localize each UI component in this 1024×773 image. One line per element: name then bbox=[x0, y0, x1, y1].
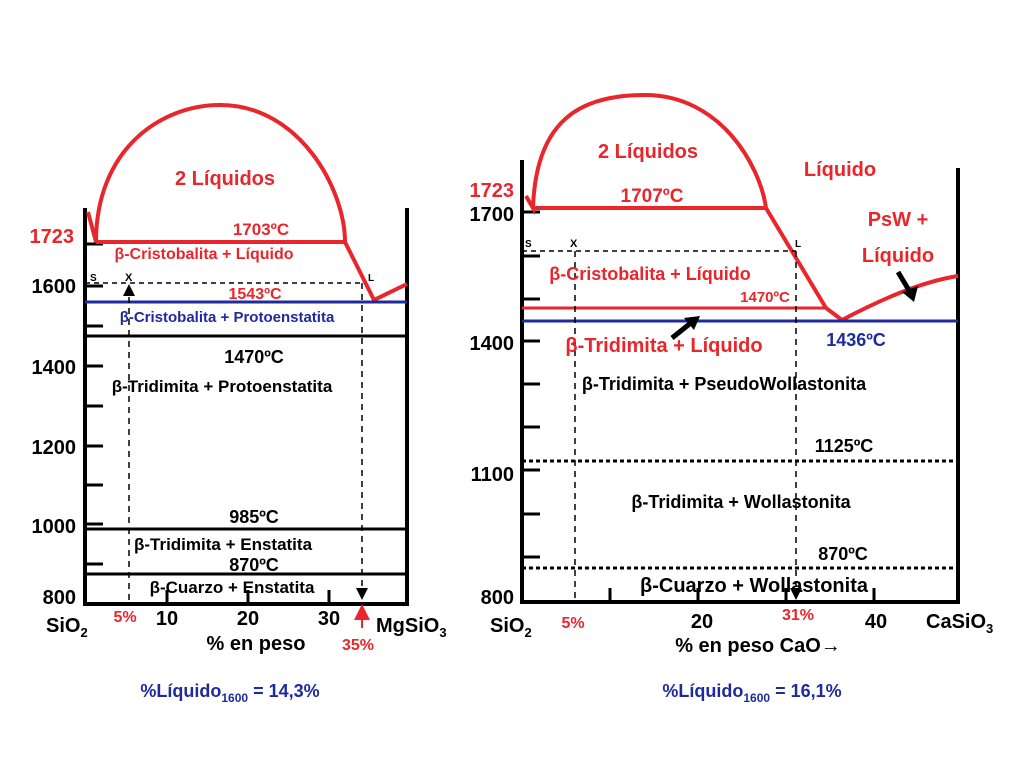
right-temp-1125: 1125ºC bbox=[815, 436, 874, 456]
left-tie-x: X bbox=[125, 272, 133, 284]
left-temp-870: 870ºC bbox=[229, 555, 279, 575]
left-xtick-20: 20 bbox=[237, 608, 259, 630]
right-arrowhead-1470 bbox=[684, 316, 700, 330]
left-liquid-dome bbox=[86, 102, 408, 303]
right-xlabel: % en peso CaO→ bbox=[675, 635, 841, 657]
right-xtick-40: 40 bbox=[865, 611, 887, 633]
right-diagram: 1723 1700 1400 1100 800 20 40 SiO2 CaSiO… bbox=[470, 92, 993, 705]
left-region-cristo-proto: β-Cristobalita + Protoenstatita bbox=[120, 309, 335, 326]
right-xtick-20: 20 bbox=[691, 611, 713, 633]
right-temp-870: 870ºC bbox=[818, 544, 868, 564]
left-end-sio2: SiO2 bbox=[46, 615, 88, 640]
right-ytick-1700: 1700 bbox=[470, 204, 515, 226]
right-end-casio3: CaSiO3 bbox=[926, 611, 993, 636]
right-x-tick-marks bbox=[608, 588, 876, 602]
right-ytick-800: 800 bbox=[481, 587, 514, 609]
right-psw-2: Líquido bbox=[862, 245, 934, 267]
left-tie-l: L bbox=[368, 273, 374, 284]
left-temp-1703: 1703ºC bbox=[233, 220, 289, 239]
right-end-sio2: SiO2 bbox=[490, 615, 532, 640]
right-ytick-1100: 1100 bbox=[471, 464, 514, 486]
right-arrow-1470 bbox=[670, 320, 694, 340]
right-tie-s: S bbox=[525, 239, 532, 250]
left-xtick-30: 30 bbox=[318, 608, 340, 630]
right-temp-1707: 1707ºC bbox=[621, 186, 684, 207]
right-two-liquids: 2 Líquidos bbox=[598, 141, 698, 163]
right-arrowhead-psw bbox=[902, 286, 918, 302]
right-temp-1436: 1436ºC bbox=[826, 330, 886, 350]
left-tie-s: S bbox=[90, 273, 97, 284]
right-liquido: Líquido bbox=[804, 159, 876, 181]
right-ytick-1400: 1400 bbox=[470, 333, 515, 355]
right-tie-l: L bbox=[795, 239, 801, 250]
left-ytick-1400: 1400 bbox=[32, 357, 77, 379]
right-arrow-psw bbox=[895, 270, 913, 294]
right-result: %Líquido1600 = 16,1% bbox=[662, 681, 841, 705]
left-x-tick-marks bbox=[165, 590, 331, 604]
right-region-tridi-woll: β-Tridimita + Wollastonita bbox=[631, 492, 851, 512]
left-ytick-1000: 1000 bbox=[32, 516, 77, 538]
left-two-liquids: 2 Líquidos bbox=[175, 168, 275, 190]
right-region-tridi-liquido: β-Tridimita + Líquido bbox=[565, 335, 762, 357]
left-region-tridi-proto: β-Tridimita + Protoenstatita bbox=[112, 377, 333, 396]
right-tie-x: X bbox=[570, 238, 578, 250]
left-ytick-1600: 1600 bbox=[32, 276, 77, 298]
right-pct-5: 5% bbox=[561, 615, 584, 632]
right-pct-31: 31% bbox=[782, 607, 814, 624]
left-result: %Líquido1600 = 14,3% bbox=[140, 681, 319, 705]
left-temp-1543: 1543ºC bbox=[229, 286, 282, 303]
right-y-tick-marks bbox=[522, 210, 540, 559]
right-region-cuarzo-woll: β-Cuarzo + Wollastonita bbox=[640, 575, 869, 597]
right-psw-1: PsW + bbox=[868, 209, 929, 231]
left-region-cuarzo-enst: β-Cuarzo + Enstatita bbox=[150, 578, 315, 597]
left-ytick-1200: 1200 bbox=[32, 437, 77, 459]
left-diagram: 1723 1600 1400 1200 1000 800 10 20 30 Si… bbox=[30, 102, 447, 705]
left-pct-5: 5% bbox=[113, 609, 136, 626]
right-region-tridi-psw: β-Tridimita + PseudoWollastonita bbox=[582, 374, 867, 394]
left-region-tridi-enst: β-Tridimita + Enstatita bbox=[134, 535, 313, 554]
left-temp-985: 985ºC bbox=[229, 507, 279, 527]
right-ytick-1723: 1723 bbox=[470, 180, 515, 202]
left-ytick-1723: 1723 bbox=[30, 226, 75, 248]
left-end-mgsio3: MgSiO3 bbox=[376, 615, 447, 640]
left-pct-35: 35% bbox=[342, 637, 374, 654]
left-xlabel: % en peso bbox=[207, 633, 306, 655]
left-y-tick-marks bbox=[85, 242, 103, 566]
left-ytick-800: 800 bbox=[43, 587, 76, 609]
right-temp-1470: 1470ºC bbox=[740, 289, 790, 306]
left-xtick-10: 10 bbox=[156, 608, 178, 630]
left-temp-1470: 1470ºC bbox=[224, 347, 284, 367]
left-region-cristo-liquido: β-Cristobalita + Líquido bbox=[114, 246, 293, 263]
right-liquid-dome bbox=[524, 92, 959, 323]
right-region-cristo-liquido: β-Cristobalita + Líquido bbox=[549, 264, 751, 284]
